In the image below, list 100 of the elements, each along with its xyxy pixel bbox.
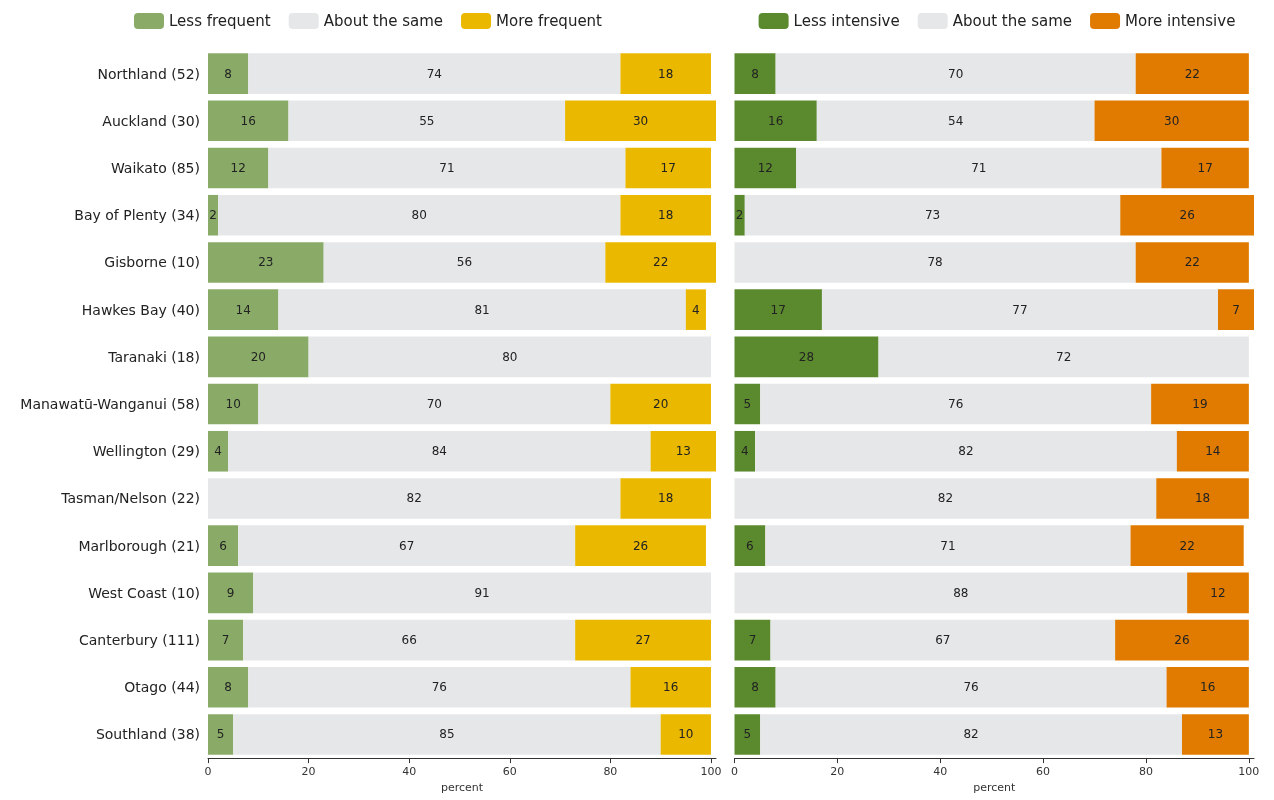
data-label: 70	[948, 66, 964, 81]
data-label: 7	[748, 633, 757, 648]
y-tick-label: Canterbury (111)	[79, 632, 200, 649]
data-label: 5	[743, 727, 752, 742]
data-label: 71	[439, 161, 455, 176]
data-label: 55	[419, 113, 435, 128]
data-label: 6	[219, 538, 227, 553]
data-label: 30	[632, 113, 649, 128]
data-label: 74	[426, 66, 442, 81]
data-label: 17	[660, 161, 676, 176]
data-label: 16	[663, 680, 679, 695]
data-label: 76	[948, 397, 964, 412]
data-label: 18	[1194, 491, 1211, 506]
data-label: 4	[692, 302, 700, 317]
data-label: 4	[740, 444, 749, 459]
data-label: 2	[209, 208, 217, 223]
legend-label: Less intensive	[793, 12, 900, 30]
data-label: 77	[1012, 302, 1028, 317]
x-tick-label: 60	[1036, 765, 1051, 779]
data-label: 30	[1164, 113, 1180, 128]
data-label: 66	[401, 633, 417, 648]
x-tick-label: 100	[1238, 765, 1260, 779]
x-tick-label: 80	[603, 765, 618, 779]
y-tick-label: Tasman/Nelson (22)	[60, 490, 200, 507]
data-label: 18	[658, 208, 674, 223]
data-label: 6	[746, 538, 754, 553]
data-label: 22	[1184, 255, 1200, 270]
data-label: 72	[1056, 349, 1072, 364]
data-label: 19	[1192, 397, 1208, 412]
x-tick-label: 40	[933, 765, 948, 779]
x-tick-label: 0	[731, 765, 738, 779]
data-label: 13	[1207, 727, 1224, 742]
data-label: 82	[958, 444, 974, 459]
y-tick-label: Waikato (85)	[110, 160, 200, 177]
legend-label: More intensive	[1125, 12, 1236, 30]
data-label: 16	[240, 113, 256, 128]
data-label: 13	[675, 444, 691, 459]
data-label: 22	[1184, 66, 1200, 81]
x-axis-title: percent	[440, 781, 484, 794]
x-tick-label: 60	[502, 765, 517, 779]
data-label: 67	[399, 538, 415, 553]
data-label: 67	[935, 633, 951, 648]
data-label: 2	[735, 208, 744, 223]
data-label: 12	[1210, 585, 1226, 600]
data-label: 71	[971, 161, 987, 176]
data-label: 17	[770, 302, 786, 317]
data-label: 28	[798, 349, 815, 364]
data-label: 78	[927, 255, 943, 270]
data-label: 84	[431, 444, 448, 459]
data-label: 5	[743, 397, 752, 412]
data-label: 8	[224, 66, 232, 81]
data-label: 82	[937, 491, 954, 506]
y-tick-label: Bay of Plenty (34)	[74, 207, 200, 224]
data-label: 27	[635, 633, 651, 648]
data-label: 85	[439, 727, 455, 742]
data-label: 22	[653, 255, 669, 270]
data-label: 76	[431, 680, 448, 695]
data-label: 8	[751, 66, 759, 81]
data-label: 71	[940, 538, 956, 553]
y-tick-label: Gisborne (10)	[104, 254, 200, 271]
data-label: 17	[1197, 161, 1213, 176]
legend-label: Less frequent	[169, 12, 271, 30]
data-label: 9	[226, 585, 235, 600]
data-label: 91	[474, 585, 490, 600]
x-tick-label: 20	[301, 765, 316, 779]
y-tick-label: Otago (44)	[124, 679, 200, 696]
y-tick-label: Manawatū-Wanganui (58)	[20, 396, 200, 413]
data-label: 18	[658, 66, 674, 81]
data-label: 26	[1179, 208, 1195, 223]
data-label: 80	[411, 208, 427, 223]
data-label: 14	[235, 302, 251, 317]
data-label: 16	[1200, 680, 1216, 695]
data-label: 20	[250, 349, 266, 364]
x-tick-label: 20	[830, 765, 845, 779]
data-label: 4	[214, 444, 222, 459]
x-axis-title: percent	[973, 781, 1016, 794]
data-label: 10	[225, 397, 241, 412]
data-label: 12	[757, 161, 773, 176]
legend-label: About the same	[323, 12, 444, 30]
x-tick-label: 40	[402, 765, 417, 779]
data-label: 70	[426, 397, 442, 412]
data-label: 81	[474, 302, 490, 317]
data-label: 73	[924, 208, 941, 223]
data-label: 12	[230, 161, 246, 176]
y-tick-label: Wellington (29)	[92, 443, 200, 460]
y-tick-label: Hawkes Bay (40)	[81, 301, 200, 318]
data-label: 26	[632, 538, 649, 553]
data-label: 76	[963, 680, 979, 695]
data-label: 16	[768, 113, 784, 128]
y-tick-label: Taranaki (18)	[107, 348, 200, 365]
data-label: 18	[658, 491, 674, 506]
data-label: 10	[678, 727, 694, 742]
y-tick-label: Marlborough (21)	[78, 537, 200, 554]
data-label: 22	[1179, 538, 1195, 553]
data-label: 7	[1232, 302, 1240, 317]
legend-label: About the same	[952, 12, 1073, 30]
y-tick-label: Southland (38)	[95, 726, 200, 743]
y-tick-label: Northland (52)	[97, 65, 200, 82]
data-label: 82	[406, 491, 422, 506]
data-label: 54	[948, 113, 964, 128]
